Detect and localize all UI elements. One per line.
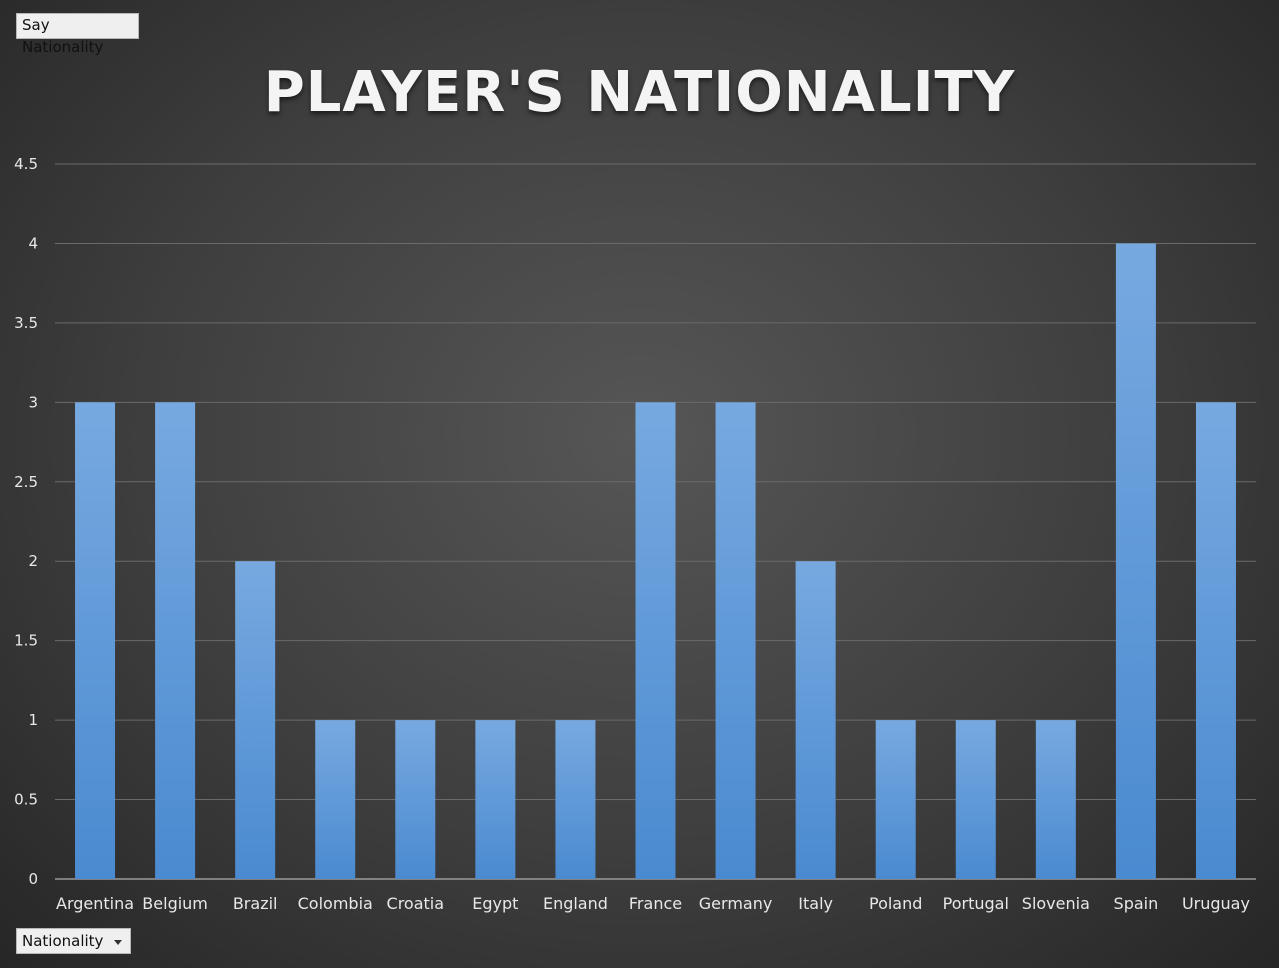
bar-poland	[875, 720, 916, 879]
nationality-filter-label: Nationality	[22, 932, 104, 950]
y-tick-label: 1	[28, 711, 38, 729]
y-tick-label: 3.5	[14, 314, 38, 332]
y-tick-label: 2	[28, 552, 38, 570]
bar-france	[635, 402, 676, 879]
bar-spain	[1115, 243, 1156, 879]
x-tick-label: Egypt	[472, 894, 518, 913]
nationality-filter-dropdown[interactable]: Nationality	[16, 928, 131, 954]
bar-slovenia	[1035, 720, 1076, 879]
x-tick-label: Slovenia	[1022, 894, 1090, 913]
y-tick-label: 1.5	[14, 632, 38, 650]
bar-portugal	[955, 720, 996, 879]
bar-italy	[795, 561, 836, 879]
bar-croatia	[395, 720, 436, 879]
x-tick-label: Italy	[798, 894, 833, 913]
y-tick-label: 3	[28, 393, 38, 411]
x-tick-label: Belgium	[142, 894, 208, 913]
x-tick-label: France	[629, 894, 682, 913]
y-tick-label: 4.5	[14, 155, 38, 173]
x-tick-label: England	[543, 894, 608, 913]
bar-belgium	[155, 402, 196, 879]
bar-argentina	[75, 402, 116, 879]
y-axis-ticks: 0 0.5 1 1.5 2 2.5 3 3.5 4 4.5	[14, 155, 38, 888]
bar-egypt	[475, 720, 516, 879]
x-tick-label: Brazil	[233, 894, 278, 913]
chart-title: PLAYER'S NATIONALITY	[263, 60, 1016, 125]
x-tick-label: Argentina	[56, 894, 134, 913]
bar-england	[555, 720, 596, 879]
bar-colombia	[315, 720, 356, 879]
chevron-down-icon	[114, 940, 122, 945]
x-tick-label: Germany	[699, 894, 773, 913]
y-tick-label: 0	[28, 870, 38, 888]
x-tick-label: Croatia	[387, 894, 445, 913]
x-tick-label: Colombia	[298, 894, 373, 913]
x-tick-label: Uruguay	[1182, 894, 1250, 913]
bar-germany	[715, 402, 756, 879]
bar-uruguay	[1195, 402, 1236, 879]
x-axis-labels: Argentina Belgium Brazil Colombia Croatia Egy…	[56, 894, 1250, 913]
say-nationality-button[interactable]: Say Nationality	[16, 13, 139, 56]
y-tick-label: 4	[28, 234, 38, 252]
x-tick-label: Portugal	[943, 894, 1009, 913]
bars	[75, 243, 1236, 879]
x-tick-label: Spain	[1114, 894, 1159, 913]
y-tick-label: 2.5	[14, 473, 38, 491]
y-tick-label: 0.5	[14, 791, 38, 809]
x-tick-label: Poland	[869, 894, 922, 913]
bar-brazil	[235, 561, 276, 879]
